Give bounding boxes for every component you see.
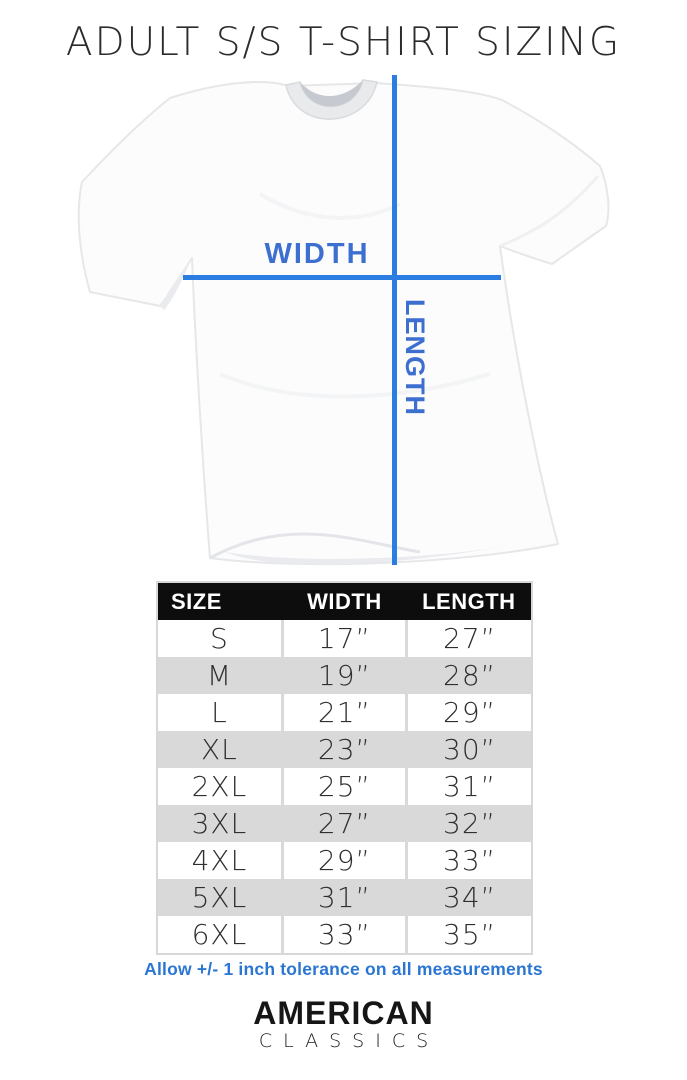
cell-width: 19” xyxy=(280,657,407,694)
cell-length: 32” xyxy=(405,805,531,842)
cell-width: 21” xyxy=(280,694,407,731)
brand-logo: AMERICAN CLASSICS xyxy=(0,996,687,1052)
width-measure-line xyxy=(183,275,501,280)
cell-width: 23” xyxy=(280,731,407,768)
cell-length: 29” xyxy=(405,694,531,731)
size-table-body: S 17” 27” M 19” 28” L 21” 29” XL 23” 30” 2XL 25” 31” 3X… xyxy=(158,620,531,953)
page-title: ADULT S/S T-SHIRT SIZING xyxy=(65,20,622,65)
cell-length: 33” xyxy=(405,842,531,879)
table-row: 5XL 31” 34” xyxy=(158,879,531,916)
cell-length: 28” xyxy=(405,657,531,694)
brand-name-top: AMERICAN xyxy=(253,995,434,1031)
table-row: L 21” 29” xyxy=(158,694,531,731)
cell-length: 30” xyxy=(405,731,531,768)
cell-size: M xyxy=(158,657,283,694)
table-row: 2XL 25” 31” xyxy=(158,768,531,805)
cell-length: 34” xyxy=(405,879,531,916)
cell-length: 31” xyxy=(405,768,531,805)
cell-size: 6XL xyxy=(158,916,283,953)
cell-size: L xyxy=(158,694,283,731)
table-header-row: SIZE WIDTH LENGTH xyxy=(158,583,531,620)
table-row: 4XL 29” 33” xyxy=(158,842,531,879)
cell-width: 33” xyxy=(280,916,407,953)
cell-length: 27” xyxy=(405,620,531,657)
cell-length: 35” xyxy=(405,916,531,953)
tshirt-illustration xyxy=(77,79,610,566)
cell-width: 27” xyxy=(280,805,407,842)
cell-size: S xyxy=(158,620,283,657)
header-length: LENGTH xyxy=(406,583,531,620)
length-measure-line xyxy=(392,75,397,565)
table-row: XL 23” 30” xyxy=(158,731,531,768)
cell-width: 29” xyxy=(280,842,407,879)
table-row: 6XL 33” 35” xyxy=(158,916,531,953)
brand-name-bottom: CLASSICS xyxy=(258,1030,440,1052)
table-row: 3XL 27” 32” xyxy=(158,805,531,842)
cell-width: 31” xyxy=(280,879,407,916)
cell-size: 4XL xyxy=(158,842,283,879)
cell-width: 25” xyxy=(280,768,407,805)
cell-size: 2XL xyxy=(158,768,283,805)
table-row: M 19” 28” xyxy=(158,657,531,694)
cell-size: XL xyxy=(158,731,283,768)
size-table: SIZE WIDTH LENGTH S 17” 27” M 19” 28” L 21” 29” X… xyxy=(156,581,533,955)
cell-width: 17” xyxy=(280,620,407,657)
width-label: WIDTH xyxy=(264,238,370,270)
header-size: SIZE xyxy=(158,583,283,620)
tolerance-note: Allow +/- 1 inch tolerance on all measur… xyxy=(144,959,543,979)
table-row: S 17” 27” xyxy=(158,620,531,657)
cell-size: 5XL xyxy=(158,879,283,916)
length-label: LENGTH xyxy=(400,299,430,416)
cell-size: 3XL xyxy=(158,805,283,842)
header-width: WIDTH xyxy=(282,583,407,620)
